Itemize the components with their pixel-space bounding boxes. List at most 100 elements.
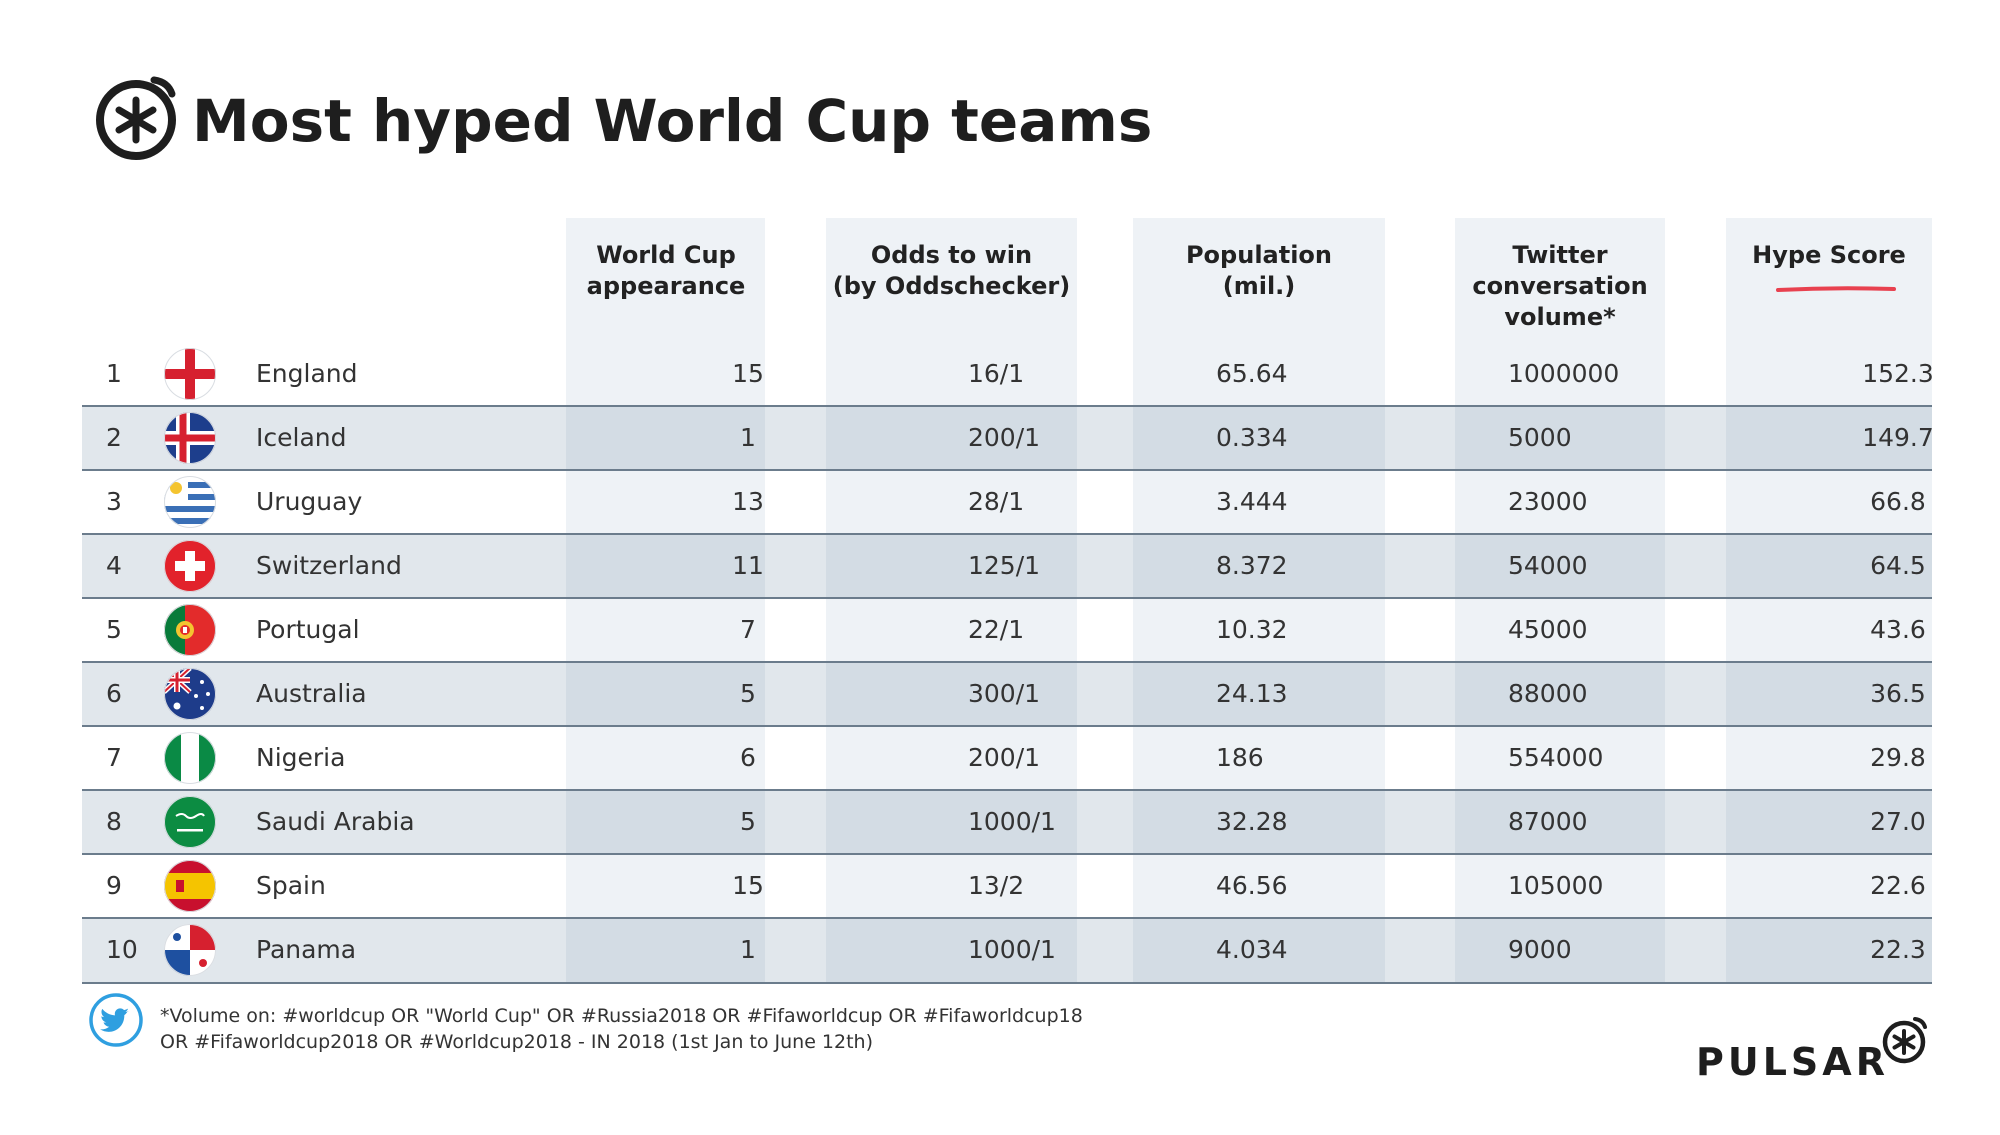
header-hype: Hype Score — [1752, 241, 1906, 269]
table-row: 5 Portugal 7 22/1 10.32 45000 43.6 — [82, 597, 1932, 662]
table-row: 2 Iceland 1 200/1 0.334 5000 149.7 — [82, 405, 1934, 470]
table-row: 9 Spain 15 13/2 46.56 105000 22.6 — [82, 853, 1932, 918]
spain-flag-icon — [164, 860, 216, 912]
row-divider — [82, 533, 1932, 535]
twitter-volume-cell: 88000 — [1508, 679, 1588, 708]
twitter-volume-cell: 54000 — [1508, 551, 1588, 580]
header-twitter: Twitter conversation volume* — [1472, 241, 1648, 331]
team-name: Nigeria — [256, 743, 346, 772]
hype-score-cell: 66.8 — [1870, 487, 1926, 516]
appearance-cell: 15 — [732, 359, 764, 388]
header-odds: Odds to win (by Oddschecker) — [832, 241, 1071, 300]
hype-score-cell: 27.0 — [1870, 807, 1926, 836]
appearance-cell: 7 — [740, 615, 756, 644]
switzerland-flag-icon — [164, 540, 216, 592]
row-divider — [82, 405, 1932, 407]
rank-cell: 10 — [106, 935, 138, 964]
twitter-volume-cell: 554000 — [1508, 743, 1604, 772]
team-name: Spain — [256, 871, 326, 900]
odds-cell: 28/1 — [968, 487, 1025, 516]
table-row: 8 Saudi Arabia 5 1000/1 32.28 87000 27.0 — [82, 789, 1932, 854]
rank-cell: 9 — [106, 871, 122, 900]
rank-cell: 4 — [106, 551, 122, 580]
odds-cell: 125/1 — [968, 551, 1041, 580]
rank-cell: 2 — [106, 423, 122, 452]
appearance-cell: 11 — [732, 551, 764, 580]
saudi-arabia-flag-icon — [164, 796, 216, 848]
iceland-flag-icon — [164, 412, 216, 464]
hype-score-cell: 43.6 — [1870, 615, 1926, 644]
header-population: Population (mil.) — [1185, 241, 1333, 300]
row-divider — [82, 853, 1932, 855]
team-name: Uruguay — [256, 487, 363, 516]
row-divider — [82, 789, 1932, 791]
population-cell: 65.64 — [1216, 359, 1288, 388]
table-bottom-rule — [82, 982, 1932, 984]
brand-wordmark: PULSAR — [1696, 1040, 1889, 1084]
table-row: 7 Nigeria 6 200/1 186 554000 29.8 — [82, 725, 1932, 790]
team-name: Portugal — [256, 615, 360, 644]
twitter-volume-cell: 87000 — [1508, 807, 1588, 836]
population-cell: 32.28 — [1216, 807, 1288, 836]
twitter-volume-cell: 45000 — [1508, 615, 1588, 644]
hype-score-cell: 36.5 — [1870, 679, 1926, 708]
twitter-bird-icon — [89, 993, 143, 1047]
nigeria-flag-icon — [164, 732, 216, 784]
population-cell: 0.334 — [1216, 423, 1288, 452]
row-divider — [82, 917, 1932, 919]
twitter-volume-cell: 23000 — [1508, 487, 1588, 516]
odds-cell: 1000/1 — [968, 935, 1056, 964]
header-appearance: World Cup appearance — [586, 241, 746, 300]
odds-cell: 16/1 — [968, 359, 1025, 388]
rank-cell: 5 — [106, 615, 122, 644]
uruguay-flag-icon — [164, 476, 216, 528]
odds-cell: 1000/1 — [968, 807, 1056, 836]
rank-cell: 8 — [106, 807, 122, 836]
team-name: Iceland — [256, 423, 347, 452]
portugal-flag-icon — [164, 604, 216, 656]
pulsar-logo-icon — [96, 76, 176, 160]
pulsar-brand-icon — [1882, 1017, 1927, 1064]
table-row: 6 Australia 5 300/1 24.13 88000 36.5 — [82, 661, 1932, 726]
hype-score-cell: 152.3 — [1862, 359, 1934, 388]
appearance-cell: 15 — [732, 871, 764, 900]
rank-cell: 1 — [106, 359, 122, 388]
odds-cell: 13/2 — [968, 871, 1025, 900]
population-cell: 186 — [1216, 743, 1264, 772]
appearance-cell: 5 — [740, 807, 756, 836]
appearance-cell: 5 — [740, 679, 756, 708]
row-divider — [82, 597, 1932, 599]
rank-cell: 3 — [106, 487, 122, 516]
team-name: Panama — [256, 935, 357, 964]
england-flag-icon — [164, 348, 216, 400]
row-divider — [82, 661, 1932, 663]
twitter-volume-cell: 1000000 — [1508, 359, 1620, 388]
odds-cell: 22/1 — [968, 615, 1025, 644]
table-row: 3 Uruguay 13 28/1 3.444 23000 66.8 — [82, 469, 1932, 534]
appearance-cell: 6 — [740, 743, 756, 772]
table-row: 4 Switzerland 11 125/1 8.372 54000 64.5 — [82, 533, 1932, 598]
footnote: *Volume on: #worldcup OR "World Cup" OR … — [160, 1005, 1083, 1053]
team-name: Australia — [256, 679, 367, 708]
hype-score-cell: 22.3 — [1870, 935, 1926, 964]
rank-cell: 7 — [106, 743, 122, 772]
population-cell: 4.034 — [1216, 935, 1288, 964]
odds-cell: 300/1 — [968, 679, 1041, 708]
row-divider — [82, 469, 1932, 471]
rank-cell: 6 — [106, 679, 122, 708]
population-cell: 3.444 — [1216, 487, 1288, 516]
appearance-cell: 1 — [740, 935, 756, 964]
hype-score-cell: 22.6 — [1870, 871, 1926, 900]
panama-flag-icon — [164, 924, 216, 976]
team-name: Saudi Arabia — [256, 807, 415, 836]
team-name: England — [256, 359, 358, 388]
population-cell: 8.372 — [1216, 551, 1288, 580]
population-cell: 10.32 — [1216, 615, 1288, 644]
population-cell: 24.13 — [1216, 679, 1288, 708]
odds-cell: 200/1 — [968, 743, 1041, 772]
australia-flag-icon — [164, 668, 216, 720]
page-title: Most hyped World Cup teams — [192, 87, 1153, 155]
twitter-volume-cell: 105000 — [1508, 871, 1604, 900]
hype-score-cell: 149.7 — [1862, 423, 1934, 452]
appearance-cell: 1 — [740, 423, 756, 452]
